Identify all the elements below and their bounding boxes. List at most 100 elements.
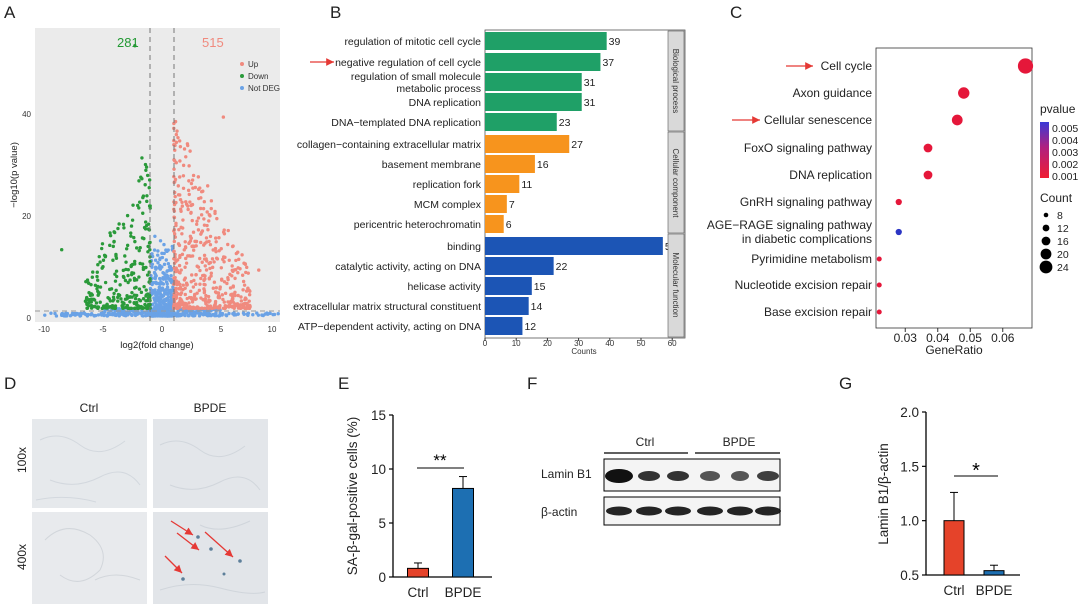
panel-a-volcano: 281 515 Up Down Not DEG -10 -5 0 5 10 0 …: [9, 28, 280, 351]
volcano-point: [76, 312, 80, 316]
go-group-strips: Biological process Cellular component Mo…: [667, 30, 685, 338]
volcano-point: [132, 301, 137, 306]
go-bar-value: 12: [524, 321, 536, 333]
volcano-point: [181, 163, 186, 168]
volcano-point: [113, 272, 117, 276]
volcano-point: [192, 312, 196, 317]
volcano-point: [144, 293, 149, 297]
volcano-point: [213, 290, 218, 294]
kegg-dots: Cell cycle Axon guidance Cellular senescen…: [707, 58, 1034, 319]
volcano-point: [89, 282, 93, 287]
legend-up-marker: [240, 62, 244, 66]
count-legend-dot: [1041, 236, 1051, 246]
kegg-dot: [895, 198, 902, 206]
volcano-point: [158, 239, 163, 243]
volcano-point: [207, 299, 211, 304]
volcano-point: [173, 289, 178, 293]
y-tick: 40: [22, 110, 31, 119]
volcano-point: [131, 271, 136, 275]
x-category-label: BPDE: [976, 583, 1013, 598]
volcano-point: [223, 306, 227, 311]
down-count-label: 281: [117, 35, 139, 50]
volcano-point: [204, 293, 208, 298]
volcano-point: [195, 291, 199, 295]
volcano-point: [121, 306, 125, 310]
volcano-point: [178, 255, 182, 260]
volcano-point: [127, 306, 132, 311]
volcano-y-label: −log10(p value): [9, 142, 20, 208]
volcano-point: [166, 310, 170, 315]
volcano-point: [195, 306, 199, 310]
volcano-point: [152, 270, 157, 275]
volcano-point: [177, 263, 182, 268]
blot-bands: [605, 469, 781, 516]
volcano-point: [157, 285, 162, 289]
volcano-point: [211, 286, 216, 290]
volcano-point: [94, 313, 98, 318]
volcano-point: [161, 314, 165, 318]
volcano-point: [122, 226, 126, 230]
volcano-point: [143, 220, 148, 224]
volcano-point: [178, 285, 183, 290]
volcano-point: [213, 312, 217, 317]
volcano-point: [241, 288, 245, 292]
volcano-point: [194, 244, 198, 248]
volcano-point: [157, 276, 162, 281]
volcano-point: [213, 211, 217, 216]
volcano-point: [176, 135, 180, 140]
volcano-point: [212, 260, 216, 264]
volcano-point: [188, 149, 192, 153]
volcano-point: [98, 300, 102, 304]
volcano-point: [198, 206, 203, 211]
volcano-point: [220, 313, 224, 317]
x-tick: 0.04: [926, 331, 950, 345]
bar: [983, 570, 1005, 576]
f-row-bactin: β-actin: [541, 505, 577, 519]
volcano-point: [182, 147, 187, 151]
kegg-dot: [951, 114, 963, 126]
volcano-point: [137, 287, 142, 291]
go-bar: [485, 113, 557, 131]
volcano-point: [202, 290, 207, 295]
volcano-point: [89, 306, 94, 310]
volcano-point: [164, 297, 169, 301]
volcano-point: [221, 115, 226, 119]
panel-g-laminb1-bar: 0.5 1.0 1.5 2.0 Ctrl BPDE * Lamin B1/β-actin: [876, 405, 1020, 598]
volcano-point: [134, 246, 139, 250]
volcano-point: [150, 282, 154, 287]
volcano-point: [116, 299, 120, 303]
volcano-point: [178, 207, 183, 211]
volcano-point: [180, 232, 184, 236]
volcano-point: [178, 144, 183, 149]
volcano-point: [199, 276, 203, 281]
volcano-point: [130, 290, 134, 295]
count-legend: Count 8 12 16 20 24: [1039, 191, 1073, 274]
volcano-point: [134, 306, 138, 310]
volcano-point: [188, 289, 193, 294]
volcano-point: [191, 186, 195, 190]
go-bar-value: 7: [509, 199, 515, 211]
volcano-point: [105, 313, 109, 318]
volcano-point: [92, 298, 97, 302]
volcano-point: [153, 234, 157, 238]
volcano-point: [191, 173, 196, 178]
volcano-point: [179, 268, 183, 272]
volcano-point: [117, 314, 121, 318]
volcano-x-ticks: -10 -5 0 5 10: [38, 325, 277, 334]
volcano-point: [140, 156, 144, 160]
volcano-point: [121, 222, 126, 227]
volcano-point: [49, 311, 53, 315]
x-tick: -5: [99, 325, 107, 334]
volcano-point: [223, 291, 228, 296]
volcano-point: [116, 295, 120, 300]
go-bar-value: 16: [537, 159, 549, 171]
laminb1-band: [700, 471, 720, 481]
volcano-point: [239, 295, 243, 299]
volcano-point: [43, 313, 47, 317]
volcano-point: [143, 302, 147, 307]
volcano-point: [124, 247, 129, 251]
volcano-point: [142, 236, 146, 241]
y-tick: 15: [371, 408, 386, 423]
volcano-point: [146, 296, 151, 300]
volcano-point: [112, 230, 117, 235]
